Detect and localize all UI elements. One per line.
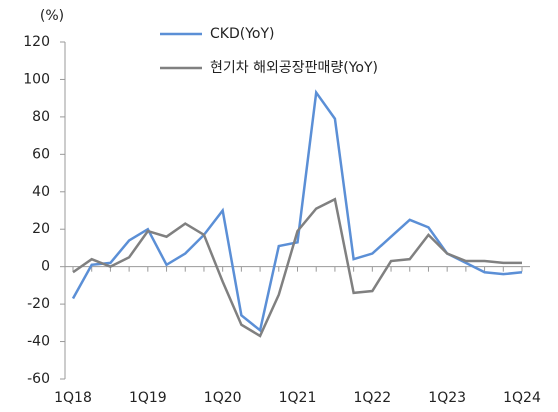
x-tick-label: 1Q19 xyxy=(129,390,167,406)
y-tick-label: 100 xyxy=(23,71,50,87)
legend-label: CKD(YoY) xyxy=(210,26,274,42)
x-tick-label: 1Q18 xyxy=(54,390,92,406)
x-tick-label: 1Q21 xyxy=(279,390,317,406)
y-tick-label: 120 xyxy=(23,34,50,50)
y-tick-label: 40 xyxy=(32,184,50,200)
legend-label: 현기차 해외공장판매량(YoY) xyxy=(210,60,378,76)
y-tick-label: 0 xyxy=(41,259,50,275)
y-tick-label: -40 xyxy=(27,334,50,350)
y-axis-label: (%) xyxy=(40,8,64,24)
x-tick-label: 1Q24 xyxy=(503,390,541,406)
x-tick-label: 1Q20 xyxy=(204,390,242,406)
series-line xyxy=(72,197,522,338)
x-tick-label: 1Q23 xyxy=(428,390,466,406)
y-tick-label: -20 xyxy=(27,296,50,312)
y-tick-label: 80 xyxy=(32,109,50,125)
y-tick-label: -60 xyxy=(27,371,50,387)
series-line xyxy=(71,89,523,333)
x-tick-label: 1Q22 xyxy=(353,390,391,406)
y-tick-label: 20 xyxy=(32,221,50,237)
y-tick-label: 60 xyxy=(32,146,50,162)
